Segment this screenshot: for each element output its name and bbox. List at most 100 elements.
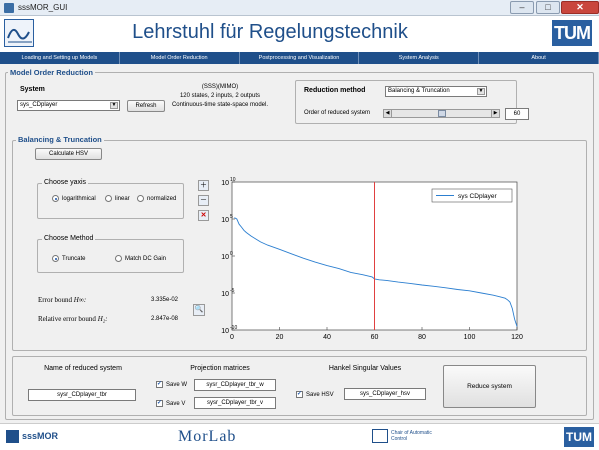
y-tick-exponent: -10 — [230, 325, 237, 331]
bottom-panel — [12, 356, 587, 416]
y-tick-exponent: -5 — [230, 288, 235, 294]
bt-panel-title: Balancing & Truncation — [16, 135, 104, 144]
legend-box — [431, 188, 513, 203]
w-name-input[interactable]: sysr_CDplayer_tbr_w — [194, 379, 276, 391]
system-select-value: sys_CDplayer — [20, 102, 58, 108]
save-v-checkbox[interactable]: ✓ Save V — [156, 400, 185, 407]
y-tick-exponent: 10 — [230, 177, 236, 183]
delete-icon[interactable]: ✕ — [198, 210, 209, 221]
footer-sssmor: sssMOR — [22, 431, 59, 441]
x-tick-label: 40 — [323, 334, 331, 341]
reduction-method-label: Reduction method — [304, 87, 366, 94]
radio-circle — [105, 195, 112, 202]
y-tick-exponent: 5 — [230, 214, 233, 220]
y-tick-label: 10 — [221, 328, 229, 335]
x-tick-label: 80 — [418, 334, 426, 341]
tum-logo: TUM — [552, 20, 592, 46]
y-tick-label: 10 — [221, 291, 229, 298]
radio-circle — [52, 195, 59, 202]
close-button[interactable]: ✕ — [561, 1, 599, 14]
system-info-line-3: Continuous-time state-space model. — [171, 102, 269, 108]
error-zoom-icon[interactable]: 🔍 — [193, 304, 205, 316]
radio-label: Match DC Gain — [125, 255, 167, 262]
menu-system-analysis[interactable]: System Analysis — [359, 52, 480, 64]
y-tick-label: 10 — [221, 217, 229, 224]
radio-circle — [52, 255, 59, 262]
radio-label: logarithmical — [62, 195, 96, 202]
hsv-line — [234, 217, 518, 327]
footer: sssMOR MorLab Chair of Automatic Control… — [0, 423, 599, 450]
chevron-down-icon: ▼ — [477, 88, 485, 95]
radio-linear[interactable]: linear — [105, 195, 130, 202]
order-label: Order of reduced system — [304, 110, 371, 116]
projection-title: Projection matrices — [190, 365, 250, 372]
checkbox-label: Save V — [166, 400, 186, 407]
legend-label: sys CDplayer — [458, 193, 497, 200]
app-icon — [4, 3, 14, 13]
y-tick-exponent: 0 — [230, 251, 233, 257]
mor-panel — [5, 72, 594, 420]
radio-match-dc-gain[interactable]: Match DC Gain — [115, 255, 166, 262]
radio-logarithmical[interactable]: logarithmical — [52, 195, 96, 202]
save-hsv-checkbox[interactable]: ✓ Save HSV — [296, 391, 334, 398]
page-title: Lehrstuhl für Regelungstechnik — [132, 21, 408, 43]
window-title: sssMOR_GUI — [18, 3, 68, 12]
radio-label: Truncate — [62, 255, 86, 262]
radio-truncate[interactable]: Truncate — [52, 255, 85, 262]
checkbox-icon: ✓ — [296, 391, 303, 398]
x-tick-label: 60 — [371, 334, 379, 341]
menu-loading[interactable]: Loading and Setting up Models — [0, 52, 120, 64]
slider-thumb[interactable] — [437, 110, 446, 117]
chair-logo-icon — [372, 429, 388, 443]
error-bound-label: Error bound H∞: — [38, 296, 86, 304]
zoom-out-icon[interactable]: － — [198, 195, 209, 206]
x-tick-label: 0 — [230, 334, 234, 341]
menu-model-order-reduction[interactable]: Model Order Reduction — [120, 52, 240, 64]
error-bound-symbol: H∞: — [73, 296, 87, 304]
error-bound-value: 3.335e-02 — [151, 297, 179, 303]
reduced-name-input[interactable]: sysr_CDplayer_tbr — [28, 389, 136, 401]
v-name-input[interactable]: sysr_CDplayer_tbr_v — [194, 397, 276, 409]
calculate-hsv-button[interactable]: Calculate HSV — [35, 148, 102, 160]
x-tick-label: 20 — [276, 334, 284, 341]
checkbox-icon: ✓ — [156, 381, 163, 388]
y-tick-label: 10 — [221, 254, 229, 261]
error-bound-text: Error bound — [38, 296, 73, 304]
order-slider[interactable]: ◀ ▶ — [383, 109, 500, 118]
maximize-button[interactable]: □ — [536, 1, 560, 14]
menu-about[interactable]: About — [479, 52, 599, 64]
yaxis-title: Choose yaxis — [42, 179, 89, 186]
header: Lehrstuhl für Regelungstechnik TUM — [0, 16, 599, 52]
x-tick-label: 120 — [511, 334, 523, 341]
sssmor-logo-icon — [6, 430, 19, 443]
hsv-title: Hankel Singular Values — [328, 365, 402, 372]
zoom-in-icon[interactable]: ＋ — [198, 180, 209, 191]
order-input[interactable]: 60 — [505, 108, 529, 120]
footer-chair: Chair of Automatic Control — [391, 430, 432, 442]
chevron-down-icon: ▼ — [110, 102, 118, 109]
radio-normalized[interactable]: normalized — [137, 195, 176, 202]
rel-error-bound-text: Relative error bound — [38, 315, 96, 323]
slider-right-arrow-icon[interactable]: ▶ — [491, 110, 499, 117]
checkbox-icon: ✓ — [156, 400, 163, 407]
system-info-line-1: (SSS)(MIMO) — [201, 84, 239, 90]
footer-morlab: MorLab — [178, 428, 237, 445]
slider-left-arrow-icon[interactable]: ◀ — [384, 110, 392, 117]
system-info-line-2: 120 states, 2 inputs, 2 outputs — [179, 93, 261, 99]
footer-tum-logo: TUM — [564, 427, 594, 447]
reduction-method-select[interactable]: Balancing & Truncation ▼ — [385, 86, 487, 97]
reduce-system-button[interactable]: Reduce system — [443, 365, 536, 408]
menu-postprocessing[interactable]: Postprocessing and Visualization — [240, 52, 360, 64]
system-select[interactable]: sys_CDplayer ▼ — [17, 100, 120, 111]
x-tick-label: 100 — [464, 334, 476, 341]
refresh-button[interactable]: Refresh — [127, 100, 165, 112]
minimize-button[interactable]: – — [510, 1, 534, 14]
radio-circle — [115, 255, 122, 262]
control-logo-icon — [4, 19, 34, 47]
radio-circle — [137, 195, 144, 202]
hsv-name-input[interactable]: sys_CDplayer_hsv — [344, 388, 426, 400]
reduction-method-box — [295, 80, 517, 124]
save-w-checkbox[interactable]: ✓ Save W — [156, 381, 187, 388]
bt-panel — [12, 140, 587, 351]
